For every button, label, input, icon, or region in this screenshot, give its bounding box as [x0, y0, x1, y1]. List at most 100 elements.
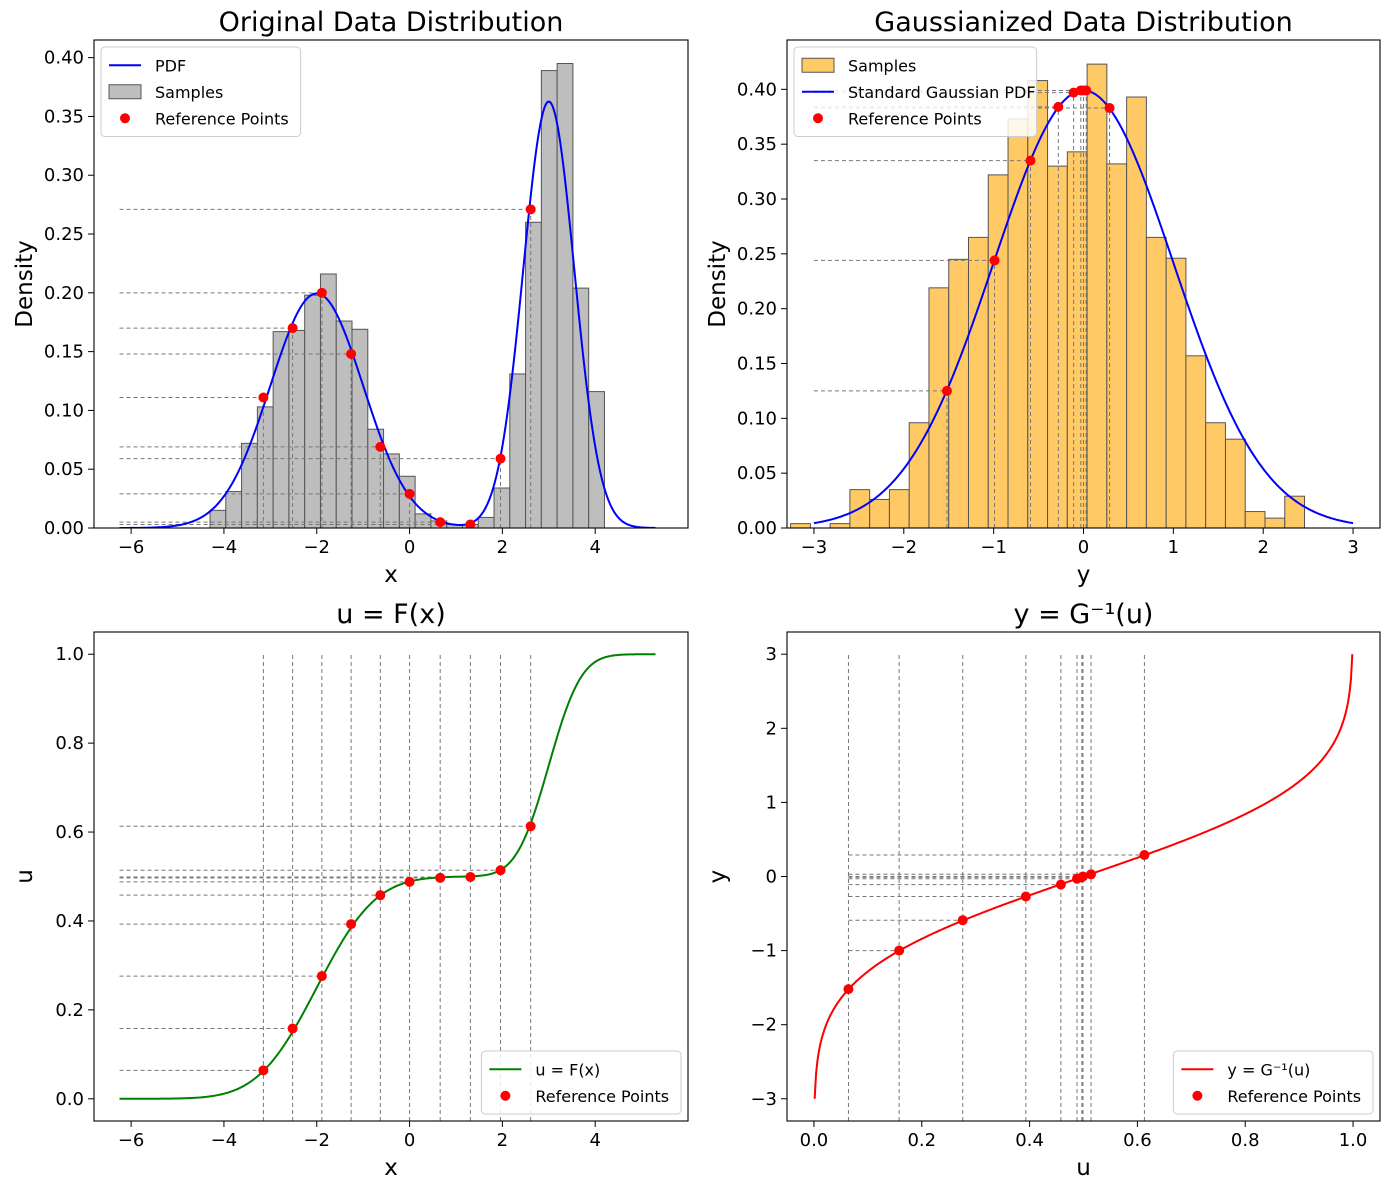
histogram-bar: [304, 294, 321, 528]
x-tick-label: 3: [1347, 537, 1358, 558]
y-tick-label: 0.05: [44, 459, 84, 480]
plot-area: [790, 63, 1354, 528]
plot-area: [119, 63, 656, 528]
y-tick-label: −1: [750, 941, 777, 962]
legend-marker-swatch: [120, 113, 130, 124]
legend-marker-swatch: [500, 1090, 511, 1101]
x-tick-label: 0.0: [800, 1130, 829, 1151]
x-tick-label: −2: [303, 1130, 330, 1151]
plot-area: [813, 654, 1354, 1121]
x-tick-label: 2: [497, 537, 508, 558]
histogram-bar: [1205, 422, 1226, 528]
legend-box: [100, 46, 302, 137]
x-tick-label: −4: [211, 537, 238, 558]
legend-box: [793, 46, 1038, 137]
x-axis-label: x: [384, 562, 398, 588]
legend-label: PDF: [155, 56, 186, 75]
legend-label: Reference Points: [848, 109, 982, 128]
y-tick-label: 0.05: [737, 463, 777, 484]
reference-point: [287, 323, 298, 334]
histogram-bar: [1264, 517, 1286, 528]
axis-ticks: −6 −4 −2 0 2 4 0.00 0.05 0.10 0.15 0.20 0.25 0.30 0.3…: [44, 48, 601, 558]
reference-point: [287, 1023, 298, 1034]
x-tick-label: −2: [303, 537, 330, 558]
legend-patch-swatch: [108, 84, 142, 100]
legend-label: Samples: [155, 83, 223, 102]
legend: y = G⁻¹(u) Reference Points: [1172, 1050, 1374, 1115]
axis-ticks: 0.0 0.2 0.4 0.6 0.8 1.0 −3 −2 −1 0 1 2 3: [750, 644, 1367, 1151]
x-tick-label: 0: [404, 1130, 415, 1151]
x-tick-label: −6: [118, 1130, 145, 1151]
y-tick-label: 0.4: [55, 911, 84, 932]
reference-point: [1104, 102, 1115, 113]
reference-point: [258, 392, 269, 403]
reference-point: [375, 441, 386, 452]
histogram-bar: [790, 523, 811, 528]
histogram-bar: [1224, 438, 1246, 528]
subplot-title: Gaussianized Data Distribution: [874, 7, 1292, 38]
x-tick-label: −4: [211, 1130, 238, 1151]
legend: PDF Samples Reference Points: [100, 46, 302, 137]
y-axis-label: Density: [12, 240, 38, 327]
histogram-bar: [1086, 63, 1108, 528]
subplot-forward-cdf: −6 −4 −2 0 2 4 0.0 0.2 0.4 0.6 0.8 1.0 u = F(x) x u u =…: [12, 599, 689, 1181]
histogram-bar: [288, 329, 306, 528]
histogram-bar: [967, 236, 989, 528]
x-axis-label: x: [384, 1155, 398, 1181]
x-tick-label: 1.0: [1339, 1130, 1368, 1151]
y-tick-label: 0.00: [737, 518, 777, 539]
reference-point: [375, 890, 386, 901]
x-tick-label: 1: [1168, 537, 1179, 558]
y-tick-label: 0.35: [737, 134, 777, 155]
axes-frame: [93, 39, 689, 529]
subplot-inverse-gaussian-cdf: 0.0 0.2 0.4 0.6 0.8 1.0 −3 −2 −1 0 1 2 3 y = G⁻¹(u) u y…: [705, 599, 1381, 1181]
histogram-bar: [829, 523, 851, 528]
histogram-bar: [477, 516, 495, 528]
curve-line: [119, 653, 656, 1100]
subplot-title: u = F(x): [336, 599, 445, 630]
histogram-bar: [493, 487, 511, 528]
y-tick-label: 2: [766, 718, 777, 739]
legend: Samples Standard Gaussian PDF Reference Po…: [793, 46, 1038, 137]
y-tick-label: 0.6: [55, 822, 84, 843]
histogram-bar: [1145, 236, 1167, 528]
legend: u = F(x) Reference Points: [480, 1050, 682, 1115]
histogram-bars: [790, 63, 1306, 528]
reference-points: [941, 85, 1115, 396]
reference-point: [435, 872, 446, 883]
histogram-bar: [525, 221, 542, 528]
x-tick-label: 0.2: [907, 1130, 936, 1151]
y-tick-label: 0.25: [737, 244, 777, 265]
legend-label: Standard Gaussian PDF: [848, 83, 1036, 102]
y-tick-label: −3: [750, 1089, 777, 1110]
y-tick-label: 0: [766, 867, 777, 888]
y-tick-label: 0.10: [737, 408, 777, 429]
subplot-gaussianized-distribution: −3 −2 −1 0 1 2 3 0.00 0.05 0.10 0.15 0.20 0.25 0.30 0.…: [705, 7, 1381, 588]
reference-point: [495, 453, 506, 464]
histogram-bar: [948, 258, 969, 528]
guide-lines: [119, 654, 532, 1121]
reference-point: [465, 519, 476, 528]
x-tick-label: −3: [801, 537, 828, 558]
reference-point: [404, 488, 415, 499]
legend-label: Reference Points: [155, 109, 289, 128]
histogram-bar: [888, 489, 910, 528]
y-tick-label: 0.0: [55, 1089, 84, 1110]
histogram-bar: [272, 331, 290, 528]
subplot-title: y = G⁻¹(u): [1014, 599, 1154, 630]
y-tick-label: 0.00: [44, 518, 84, 539]
reference-point: [316, 287, 327, 298]
subplot-original-distribution: −6 −4 −2 0 2 4 0.00 0.05 0.10 0.15 0.20 0.25 0.30 0.3…: [12, 7, 689, 588]
reference-point: [941, 385, 952, 396]
y-tick-label: 0.20: [737, 299, 777, 320]
legend-box: [480, 1050, 682, 1115]
histogram-bar: [1165, 257, 1187, 528]
guide-lines: [847, 654, 1145, 1121]
histogram-bar: [1185, 355, 1207, 528]
reference-point: [1055, 879, 1066, 890]
legend-label: Reference Points: [535, 1087, 669, 1106]
histogram-bar: [1007, 118, 1029, 528]
reference-point: [894, 945, 905, 956]
y-tick-label: 0.2: [55, 1000, 84, 1021]
x-tick-label: 2: [497, 1130, 508, 1151]
